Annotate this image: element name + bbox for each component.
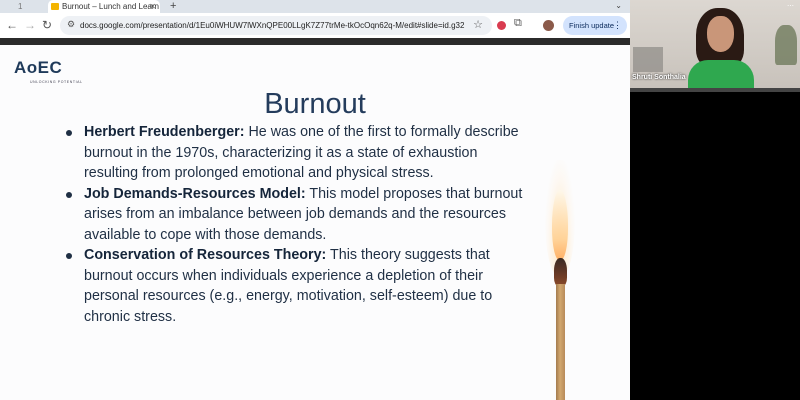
extension-icon[interactable] — [497, 21, 506, 30]
participant-name: Shruti Sonthalia — [632, 74, 686, 81]
participant-face — [707, 16, 734, 52]
star-icon[interactable]: ☆ — [473, 19, 483, 31]
tab-label: Burnout – Lunch and Learn - — [62, 2, 160, 11]
bullet-term: Herbert Freudenberger: — [84, 124, 245, 140]
bullet-text: This model proposes that burnout arises … — [84, 185, 523, 243]
browser-window: 1 Burnout – Lunch and Learn - ✕ + ⌄ ← → … — [0, 0, 630, 400]
more-vert-icon[interactable]: ⋮ — [613, 20, 622, 30]
bullet-item: Herbert Freudenberger: He was one of the… — [62, 122, 532, 184]
tab-inactive[interactable]: 1 — [4, 0, 44, 13]
bullet-text: He was one of the first to formally desc… — [84, 124, 519, 181]
participant-video-tile[interactable]: Shruti Sonthalia ⋯ — [630, 0, 800, 88]
tune-icon[interactable]: ⚙ — [67, 19, 76, 29]
bullet-dot-icon — [66, 130, 72, 136]
slides-toolbar-strip — [0, 38, 630, 45]
bullet-text: This theory suggests that burnout occurs… — [84, 247, 493, 325]
presentation-slide: AoEC UNLOCKING POTENTIAL Burnout Herbert… — [0, 45, 630, 400]
finish-update-label: Finish update — [569, 21, 615, 30]
burning-match-image — [543, 160, 583, 400]
bullet-dot-icon — [66, 191, 72, 198]
video-background-furniture — [633, 47, 663, 72]
bullet-dot-icon — [66, 253, 72, 259]
tab-active[interactable]: Burnout – Lunch and Learn - ✕ — [48, 0, 160, 13]
video-background-plant — [775, 25, 797, 65]
close-icon[interactable]: ✕ — [149, 2, 156, 11]
bullet-term: Job Demands-Resources Model: — [84, 185, 306, 202]
bullet-item: Job Demands-Resources Model: This model … — [62, 184, 532, 246]
slide-title: Burnout — [264, 88, 366, 120]
arrow-left-icon[interactable]: ← — [6, 18, 18, 32]
tab-label: 1 — [18, 2, 23, 11]
avatar[interactable] — [543, 20, 554, 31]
logo-wordmark: AoEC — [14, 58, 63, 77]
chevron-down-icon[interactable]: ⌄ — [615, 1, 622, 10]
match-head — [554, 258, 567, 286]
bullet-term: Conservation of Resources Theory: — [84, 247, 327, 263]
match-stick — [556, 284, 565, 400]
browser-toolbar: ← → ↻ ⚙ docs.google.com/presentation/d/1… — [0, 13, 630, 38]
logo-tagline: UNLOCKING POTENTIAL — [30, 80, 83, 84]
slides-favicon-icon — [51, 3, 59, 10]
participant-body — [688, 60, 754, 88]
puzzle-icon[interactable]: ⧉ — [514, 17, 522, 29]
video-call-panel: Shruti Sonthalia ⋯ — [630, 0, 800, 400]
finish-update-button[interactable]: Finish update ⋮ — [563, 16, 627, 35]
url-text[interactable]: docs.google.com/presentation/d/1Eu0iWHUW… — [80, 21, 465, 30]
address-bar[interactable]: ⚙ docs.google.com/presentation/d/1Eu0iWH… — [60, 16, 492, 35]
aoec-logo: AoEC UNLOCKING POTENTIAL — [14, 58, 84, 88]
more-horiz-icon[interactable]: ⋯ — [787, 3, 794, 10]
flame-icon — [552, 190, 568, 260]
bullet-list: Herbert Freudenberger: He was one of the… — [62, 122, 532, 327]
arrow-right-icon[interactable]: → — [24, 18, 36, 32]
bullet-item: Conservation of Resources Theory: This t… — [62, 245, 532, 327]
video-panel-resize-handle[interactable] — [630, 88, 800, 92]
reload-icon[interactable]: ↻ — [42, 18, 53, 32]
plus-icon[interactable]: + — [170, 0, 177, 12]
tab-strip: 1 Burnout – Lunch and Learn - ✕ + ⌄ — [0, 0, 630, 13]
